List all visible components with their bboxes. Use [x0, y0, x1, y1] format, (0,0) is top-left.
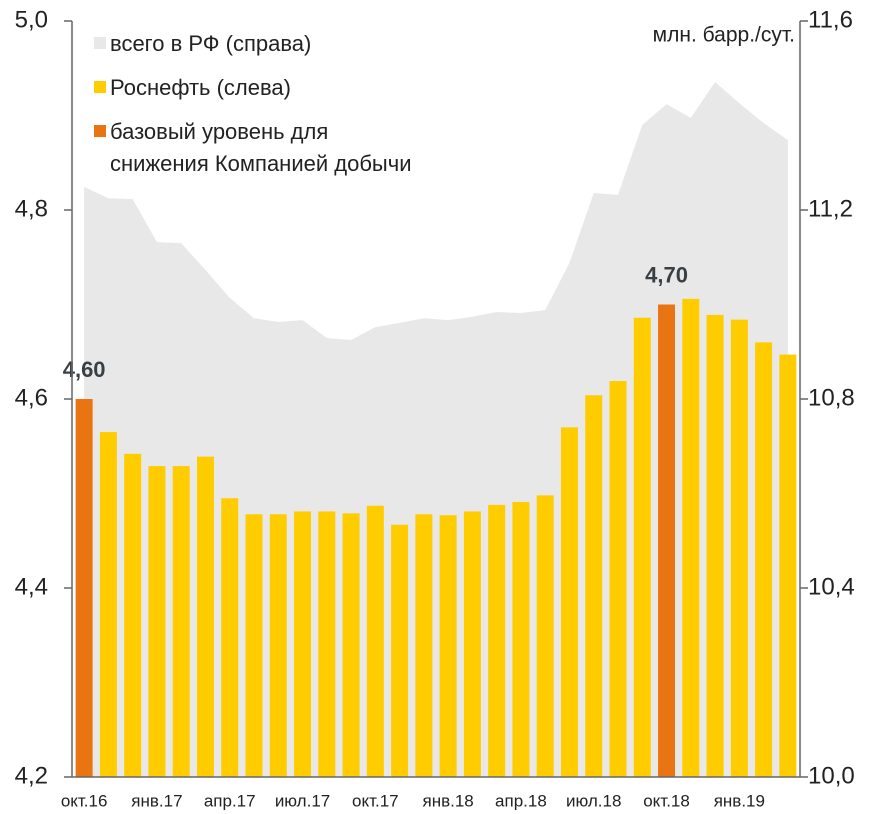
legend-swatch — [94, 81, 106, 93]
legend-swatch — [94, 125, 106, 137]
bar — [148, 466, 166, 777]
bar — [536, 495, 554, 777]
y2-tick-label: 11,6 — [808, 6, 853, 33]
x-tick-label: окт.17 — [352, 791, 399, 810]
bar — [682, 298, 700, 777]
bar — [779, 354, 797, 777]
bar — [488, 504, 506, 777]
bar — [439, 515, 457, 777]
y2-tick-label: 10,0 — [808, 762, 855, 789]
bar — [99, 432, 117, 777]
x-tick-label: июл.18 — [566, 791, 621, 810]
y2-tick-label: 11,2 — [808, 195, 853, 222]
x-tick-label: янв.17 — [131, 791, 182, 810]
x-tick-label: апр.18 — [495, 791, 547, 810]
value-label: 4,60 — [63, 357, 106, 382]
bar — [342, 513, 360, 777]
bar — [560, 427, 578, 777]
bar — [196, 456, 214, 777]
bar — [245, 514, 263, 777]
legend-label: всего в РФ (справа) — [110, 31, 312, 56]
bar — [221, 498, 239, 777]
bar — [755, 342, 773, 777]
bar — [172, 466, 190, 777]
bar — [75, 399, 93, 777]
bar — [318, 511, 336, 777]
legend-swatch — [94, 37, 106, 49]
bar — [730, 319, 748, 777]
y2-tick-label: 10,4 — [808, 573, 855, 600]
bar — [463, 511, 481, 777]
y-tick-label: 4,4 — [15, 573, 48, 600]
x-tick-label: окт.18 — [643, 791, 690, 810]
y-tick-label: 4,6 — [15, 384, 48, 411]
bar — [415, 514, 433, 777]
legend-item: Роснефть (слева) — [94, 74, 412, 104]
bar — [124, 453, 142, 777]
bar — [269, 514, 287, 777]
bar — [512, 502, 530, 777]
x-tick-label: янв.19 — [714, 791, 765, 810]
bar — [633, 317, 651, 777]
legend-label: Роснефть (слева) — [110, 75, 291, 100]
bar — [658, 304, 676, 777]
y2-axis-label: млн. барр./сут. — [653, 24, 795, 47]
y-tick-label: 4,2 — [15, 762, 48, 789]
y-tick-label: 4,8 — [15, 195, 48, 222]
x-tick-label: июл.17 — [275, 791, 330, 810]
x-tick-label: окт.16 — [61, 791, 108, 810]
x-tick-label: янв.18 — [423, 791, 474, 810]
bar — [391, 524, 409, 777]
bar — [366, 505, 384, 777]
bar — [706, 314, 724, 777]
bar — [609, 381, 627, 777]
bar-layer: 4,60 4,70 — [63, 262, 797, 777]
value-label: 4,70 — [645, 262, 688, 287]
x-tick-label: апр.17 — [204, 791, 256, 810]
legend-label: базовый уровень для снижения Компанией д… — [110, 119, 412, 176]
y2-tick-label: 10,8 — [808, 384, 855, 411]
axis-layer: 4,2 4,4 4,6 4,8 5,0 10,0 10,4 10,8 11,2 11,6 окт.1… — [15, 6, 855, 810]
y-tick-label: 5,0 — [15, 6, 48, 33]
legend: всего в РФ (справа) Роснефть (слева) базов… — [94, 30, 412, 194]
bar — [294, 511, 312, 777]
bar — [585, 395, 603, 777]
legend-item: всего в РФ (справа) — [94, 30, 412, 60]
legend-item: базовый уровень для снижения Компанией д… — [94, 118, 412, 180]
